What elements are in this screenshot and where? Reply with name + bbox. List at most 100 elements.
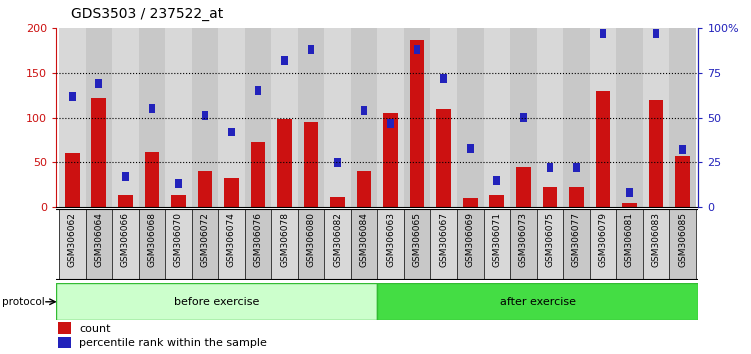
Text: GSM306081: GSM306081 (625, 212, 634, 267)
Bar (457, 209, 484, 280)
Bar (334, 158, 341, 167)
Bar (112, 209, 139, 280)
Text: GSM306076: GSM306076 (254, 212, 263, 267)
Bar (436, 109, 451, 207)
Bar (410, 40, 424, 207)
Bar (360, 106, 367, 115)
Bar (175, 179, 182, 188)
Text: GSM306080: GSM306080 (306, 212, 315, 267)
Bar (192, 209, 219, 280)
Bar (165, 209, 192, 280)
Bar (377, 28, 404, 207)
Bar (171, 195, 185, 207)
Text: before exercise: before exercise (174, 297, 260, 307)
Bar (219, 28, 245, 207)
Bar (616, 209, 643, 280)
Text: percentile rank within the sample: percentile rank within the sample (79, 338, 267, 348)
Bar (569, 187, 584, 207)
Bar (414, 45, 421, 54)
Bar (669, 28, 695, 207)
Bar (430, 209, 457, 280)
Text: GSM306079: GSM306079 (599, 212, 608, 267)
Bar (493, 176, 500, 185)
Bar (649, 100, 663, 207)
Bar (139, 28, 165, 207)
Bar (510, 209, 536, 280)
Bar (430, 28, 457, 207)
Bar (86, 28, 112, 207)
Bar (59, 322, 71, 334)
Bar (65, 153, 80, 207)
Bar (351, 28, 377, 207)
Bar (679, 145, 686, 154)
Bar (590, 209, 616, 280)
Bar (383, 113, 398, 207)
Bar (378, 283, 698, 320)
Text: protocol: protocol (2, 297, 45, 307)
Bar (457, 28, 484, 207)
Bar (542, 187, 557, 207)
Bar (281, 56, 288, 65)
Bar (245, 28, 271, 207)
Text: GSM306070: GSM306070 (174, 212, 183, 267)
Bar (599, 29, 606, 38)
Text: GSM306068: GSM306068 (147, 212, 156, 267)
Bar (192, 28, 219, 207)
Text: GSM306063: GSM306063 (386, 212, 395, 267)
Bar (228, 127, 235, 137)
Bar (626, 188, 633, 197)
Text: after exercise: after exercise (500, 297, 576, 307)
Text: GSM306064: GSM306064 (95, 212, 104, 267)
Bar (563, 209, 590, 280)
Bar (653, 29, 659, 38)
Bar (277, 119, 292, 207)
Bar (324, 28, 351, 207)
Bar (198, 171, 213, 207)
Bar (112, 28, 139, 207)
Bar (643, 209, 669, 280)
Bar (86, 209, 112, 280)
Bar (616, 28, 643, 207)
Text: GSM306085: GSM306085 (678, 212, 687, 267)
Bar (144, 152, 159, 207)
Bar (675, 156, 690, 207)
Bar (201, 112, 208, 120)
Bar (388, 119, 394, 127)
Text: GSM306077: GSM306077 (572, 212, 581, 267)
Bar (149, 104, 155, 113)
Bar (536, 28, 563, 207)
Bar (59, 28, 86, 207)
Text: GSM306083: GSM306083 (651, 212, 660, 267)
Bar (590, 28, 616, 207)
Bar (643, 28, 669, 207)
Text: GSM306065: GSM306065 (413, 212, 421, 267)
Bar (573, 163, 580, 172)
Bar (92, 98, 106, 207)
Text: GSM306067: GSM306067 (439, 212, 448, 267)
Bar (219, 209, 245, 280)
Bar (324, 209, 351, 280)
Text: GSM306078: GSM306078 (280, 212, 289, 267)
Bar (95, 79, 102, 88)
Bar (271, 209, 298, 280)
Bar (224, 178, 239, 207)
Bar (308, 45, 315, 54)
Bar (484, 209, 510, 280)
Text: GSM306062: GSM306062 (68, 212, 77, 267)
Bar (516, 167, 531, 207)
Bar (404, 28, 430, 207)
Bar (467, 144, 474, 153)
Bar (377, 209, 404, 280)
Bar (122, 172, 128, 181)
Bar (298, 28, 324, 207)
Bar (59, 337, 71, 348)
Bar (440, 74, 447, 83)
Bar (118, 195, 133, 207)
Bar (463, 198, 478, 207)
Bar (245, 209, 271, 280)
Text: GSM306084: GSM306084 (360, 212, 369, 267)
Bar (255, 86, 261, 95)
Bar (56, 283, 378, 320)
Bar (298, 209, 324, 280)
Text: GSM306072: GSM306072 (201, 212, 210, 267)
